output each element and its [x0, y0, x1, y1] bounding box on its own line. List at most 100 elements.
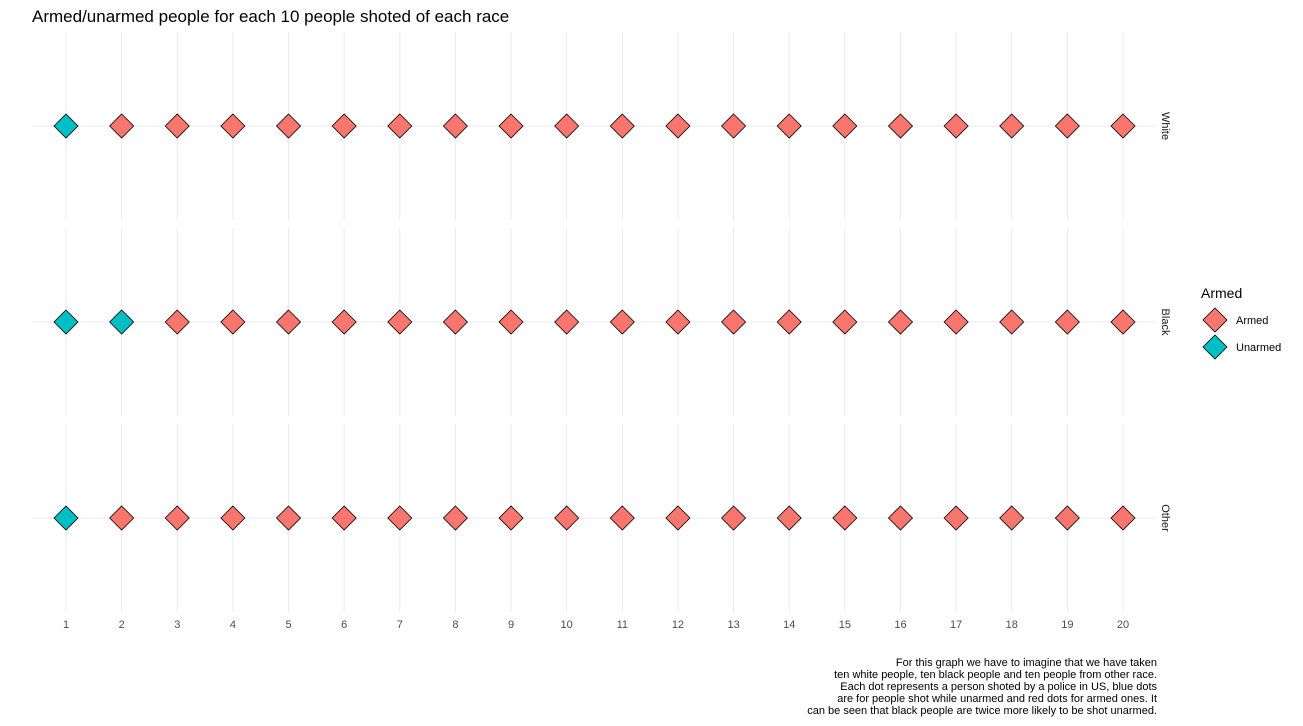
x-axis-tick-labels: 1 2 3 4 5 6 7 8 9 10 11 12 13 14 15 16 17 18 19 20	[63, 619, 1129, 631]
data-point-armed	[1054, 113, 1080, 139]
x-tick-label: 13	[727, 619, 739, 631]
panel-strip-labels: White Black Other	[1159, 112, 1171, 532]
x-tick-label: 2	[119, 619, 125, 631]
data-point-unarmed	[53, 505, 79, 531]
data-point-armed	[1110, 309, 1136, 335]
data-point-armed	[442, 505, 468, 531]
data-point-armed	[498, 113, 524, 139]
data-point-armed	[665, 505, 691, 531]
data-point-armed	[999, 505, 1025, 531]
x-tick-label: 5	[285, 619, 291, 631]
data-point-armed	[665, 113, 691, 139]
x-tick-label: 17	[950, 619, 962, 631]
legend-label-armed: Armed	[1236, 315, 1268, 327]
x-tick-label: 6	[341, 619, 347, 631]
panel-label-other: Other	[1159, 504, 1171, 532]
data-point-armed	[887, 113, 914, 139]
data-point-armed	[776, 309, 802, 335]
panel-label-white: White	[1159, 112, 1171, 140]
data-point-armed	[943, 505, 969, 531]
x-tick-label: 20	[1117, 619, 1129, 631]
data-point-armed	[776, 505, 802, 531]
x-tick-label: 14	[783, 619, 795, 631]
data-point-armed	[609, 113, 635, 139]
x-tick-label: 8	[452, 619, 458, 631]
x-tick-label: 7	[397, 619, 403, 631]
data-point-armed	[1054, 505, 1080, 531]
data-point-armed	[442, 113, 468, 139]
points-layer	[53, 113, 1136, 531]
data-point-armed	[1110, 113, 1136, 139]
data-point-armed	[498, 309, 524, 335]
data-point-armed	[721, 113, 747, 139]
legend: Armed Armed Unarmed	[1201, 285, 1281, 360]
data-point-armed	[498, 505, 524, 531]
legend-title: Armed	[1201, 285, 1242, 301]
data-point-armed	[275, 309, 302, 335]
caption-line: can be seen that black people are twice …	[807, 705, 1157, 717]
x-tick-label: 4	[230, 619, 236, 631]
legend-key-unarmed	[1202, 334, 1228, 360]
caption: For this graph we have to imagine that w…	[807, 657, 1157, 717]
data-point-unarmed	[53, 309, 79, 335]
data-point-armed	[554, 309, 580, 335]
data-point-armed	[554, 505, 580, 531]
chart-title: Armed/unarmed people for each 10 people …	[32, 7, 509, 26]
data-point-armed	[721, 505, 747, 531]
data-point-unarmed	[53, 113, 79, 139]
data-point-armed	[999, 113, 1025, 139]
data-point-armed	[109, 505, 135, 531]
caption-line: For this graph we have to imagine that w…	[896, 657, 1157, 669]
x-tick-label: 16	[894, 619, 906, 631]
data-point-armed	[387, 309, 413, 335]
data-point-armed	[387, 113, 413, 139]
data-point-armed	[220, 309, 246, 335]
x-tick-label: 10	[561, 619, 573, 631]
data-point-armed	[943, 113, 969, 139]
data-point-armed	[554, 113, 580, 139]
data-point-armed	[887, 505, 914, 531]
legend-label-unarmed: Unarmed	[1236, 342, 1281, 354]
data-point-armed	[776, 113, 802, 139]
data-point-armed	[832, 309, 858, 335]
x-tick-label: 3	[174, 619, 180, 631]
data-point-armed	[609, 505, 635, 531]
caption-line: are for people shot while unarmed and re…	[837, 693, 1157, 705]
data-point-armed	[275, 505, 302, 531]
data-point-armed	[721, 309, 747, 335]
caption-line: ten white people, ten black people and t…	[834, 669, 1157, 681]
data-point-armed	[999, 309, 1025, 335]
data-point-armed	[887, 309, 914, 335]
data-point-armed	[331, 113, 357, 139]
data-point-armed	[164, 113, 190, 139]
data-point-armed	[609, 309, 635, 335]
data-point-armed	[164, 505, 190, 531]
panel-label-black: Black	[1159, 309, 1171, 336]
x-tick-label: 18	[1006, 619, 1018, 631]
data-point-unarmed	[109, 309, 135, 335]
grid-layer	[32, 32, 1155, 612]
data-point-armed	[442, 309, 468, 335]
data-point-armed	[832, 505, 858, 531]
x-tick-label: 15	[839, 619, 851, 631]
data-point-armed	[331, 505, 357, 531]
data-point-armed	[331, 309, 357, 335]
data-point-armed	[275, 113, 302, 139]
data-point-armed	[943, 309, 969, 335]
x-tick-label: 12	[672, 619, 684, 631]
data-point-armed	[387, 505, 413, 531]
data-point-armed	[1054, 309, 1080, 335]
x-tick-label: 1	[63, 619, 69, 631]
data-point-armed	[1110, 505, 1136, 531]
data-point-armed	[109, 113, 135, 139]
caption-line: Each dot represents a person shoted by a…	[840, 681, 1157, 693]
legend-key-armed	[1202, 307, 1228, 333]
x-tick-label: 9	[508, 619, 514, 631]
data-point-armed	[665, 309, 691, 335]
x-tick-label: 11	[617, 619, 628, 631]
data-point-armed	[832, 113, 858, 139]
data-point-armed	[164, 309, 190, 335]
data-point-armed	[220, 113, 246, 139]
data-point-armed	[220, 505, 246, 531]
